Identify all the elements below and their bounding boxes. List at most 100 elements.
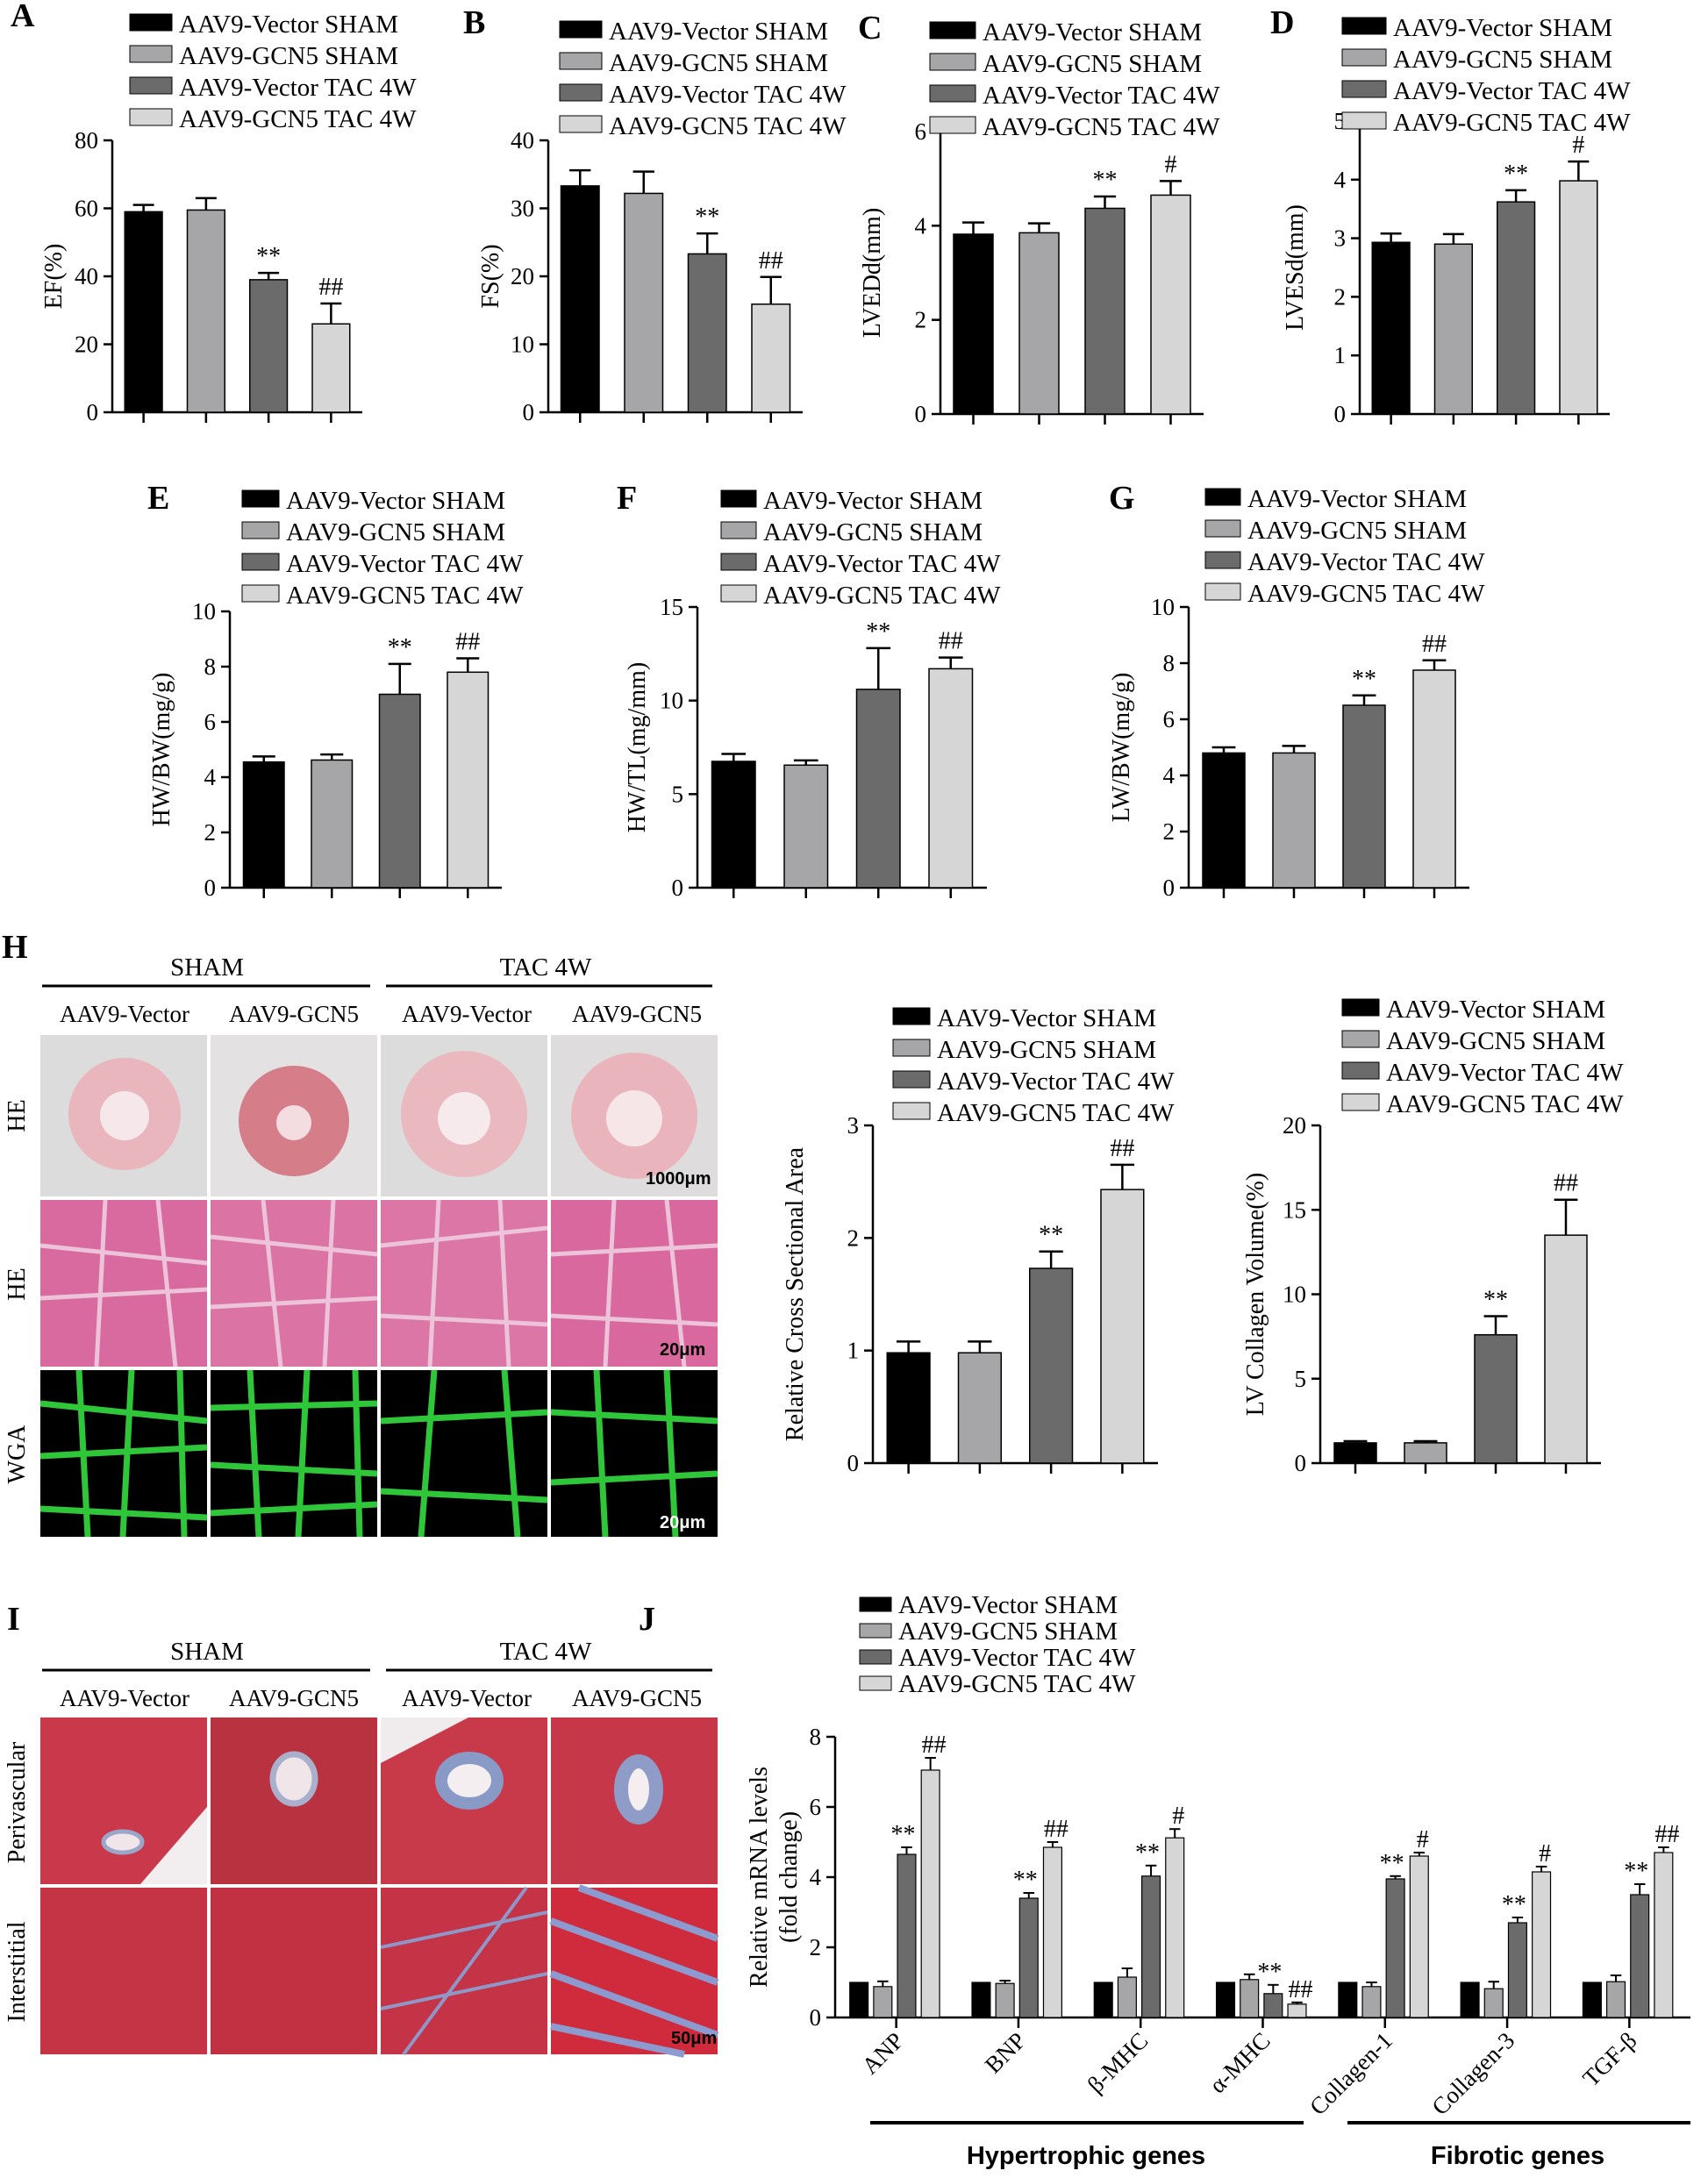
i-r2-c4-fibrosis <box>549 1884 719 2058</box>
bar-J-4-3 <box>1409 1855 1429 2018</box>
legend-swatch-J-2 <box>859 1649 892 1665</box>
x-tick-label-J-4: Collagen-1 <box>1304 2027 1397 2120</box>
h-r1-c1-lumen <box>100 1091 149 1140</box>
legend-label-B-0: AAV9-Vector SHAM <box>609 18 828 46</box>
legend-swatch-G-0 <box>1204 488 1241 506</box>
i-col-vector-2: AAV9-Vector <box>402 1685 532 1711</box>
legend-D: AAV9-Vector SHAM AAV9-GCN5 SHAM AAV9-Vecto… <box>1341 14 1631 137</box>
sig-label-F-3: ## <box>939 628 963 655</box>
legend-swatch-B-0 <box>559 20 603 39</box>
chart-J: 0 2 4 6 8 Relative mRNA levels (fold change) **… <box>746 1724 1690 2170</box>
bar-J-5-0 <box>1460 1982 1480 2018</box>
sig-label-D-2: ** <box>1504 161 1528 188</box>
bar-E-2 <box>378 693 421 889</box>
legend-swatch-E-1 <box>241 521 280 539</box>
bar-J-3-0 <box>1215 1982 1236 2018</box>
bar-H1-2 <box>1029 1268 1074 1464</box>
legend-label-C-3: AAV9-GCN5 TAC 4W <box>983 113 1220 141</box>
y-tick-label-G: 10 <box>1151 594 1175 620</box>
legend-swatch-G-2 <box>1204 551 1241 569</box>
y-tick-label-D: 4 <box>1334 167 1347 193</box>
bar-J-6-3 <box>1654 1852 1674 2018</box>
bar-J-0-1 <box>873 1986 893 2018</box>
legend-label-H1-3: AAV9-GCN5 TAC 4W <box>937 1099 1175 1127</box>
x-tick-label-J-6: TGF-β <box>1577 2027 1641 2091</box>
y-tick-label-H1: 3 <box>847 1112 860 1139</box>
y-tick-label-E: 8 <box>204 653 217 680</box>
x-tick-label-J-5: Collagen-3 <box>1426 2027 1519 2120</box>
i-r1-c3-vessel <box>435 1752 504 1810</box>
sig-label-J-g-2: # <box>1172 1803 1184 1830</box>
legend-swatch-J-1 <box>859 1623 892 1639</box>
legend-swatch-H1-0 <box>892 1007 931 1025</box>
h-row-2: 20μm <box>39 1199 718 1367</box>
legend-label-E-0: AAV9-Vector SHAM <box>286 487 505 515</box>
legend-label-G-2: AAV9-Vector TAC 4W <box>1247 548 1485 576</box>
y-tick-label-H1: 2 <box>847 1225 860 1251</box>
legend-label-B-3: AAV9-GCN5 TAC 4W <box>609 112 847 140</box>
legend-label-F-0: AAV9-Vector SHAM <box>763 487 983 515</box>
bar-J-2-0 <box>1093 1982 1113 2018</box>
y-tick-label-J: 2 <box>810 1934 822 1960</box>
bar-J-4-2 <box>1385 1878 1405 2018</box>
sig-label-E-3: ## <box>455 629 480 656</box>
legend-swatch-D-3 <box>1341 111 1387 130</box>
histology-panel-h: SHAM TAC 4W AAV9-Vector AAV9-GCN5 AAV9-V… <box>4 953 718 1538</box>
y-axis-label-C: LVEDd(mm) <box>859 208 886 338</box>
h-col-gcn5-1: AAV9-GCN5 <box>229 1001 359 1027</box>
x-tick-label-J-1: BNP <box>980 2027 1031 2078</box>
bar-F-3 <box>928 668 974 889</box>
h-row-label-2: HE <box>4 1268 31 1300</box>
sig-label-E-2: ** <box>388 634 412 661</box>
bar-J-6-2 <box>1630 1894 1650 2018</box>
i-r1-c4-vessel <box>614 1754 663 1825</box>
bar-J-3-2 <box>1263 1993 1283 2018</box>
legend-label-H1-0: AAV9-Vector SHAM <box>937 1004 1156 1032</box>
legend-swatch-J-0 <box>859 1596 892 1612</box>
y-tick-label-J: 6 <box>810 1794 822 1820</box>
legend-label-D-2: AAV9-Vector TAC 4W <box>1393 77 1631 105</box>
sig-label-J-v-4: ** <box>1380 1850 1404 1877</box>
y-tick-label-B: 10 <box>511 332 534 358</box>
h-r2-c4-micrograph <box>551 1200 718 1367</box>
i-r2-c2-micrograph <box>211 1888 377 2054</box>
sig-label-C-2: ** <box>1093 167 1118 194</box>
legend-label-A-0: AAV9-Vector SHAM <box>179 11 398 39</box>
legend-label-G-3: AAV9-GCN5 TAC 4W <box>1247 580 1485 608</box>
legend-swatch-H2-0 <box>1341 998 1380 1017</box>
legend-swatch-F-0 <box>720 489 757 508</box>
legend-label-E-2: AAV9-Vector TAC 4W <box>286 550 524 578</box>
legend-label-B-2: AAV9-Vector TAC 4W <box>609 81 847 109</box>
sig-label-J-v-5: ** <box>1502 1891 1526 1918</box>
i-row-label-2: Interstitial <box>4 1921 31 2022</box>
chart-C: 0 2 4 6 LVEDd(mm) ** # <box>859 118 1204 427</box>
y-tick-label-J: 4 <box>810 1864 822 1890</box>
legend-label-C-2: AAV9-Vector TAC 4W <box>983 82 1220 110</box>
panel-letter-i: I <box>7 1601 20 1638</box>
y-tick-label-G: 6 <box>1163 706 1176 732</box>
sig-label-J-v-0: ** <box>890 1821 915 1848</box>
legend-F: AAV9-Vector SHAM AAV9-GCN5 SHAM AAV9-Vecto… <box>720 487 1001 610</box>
h-r1-c3-lumen <box>438 1092 490 1145</box>
h-scale-bar-1: 1000μm <box>646 1169 711 1189</box>
legend-label-H2-1: AAV9-GCN5 SHAM <box>1386 1027 1605 1055</box>
y-tick-label-C: 4 <box>915 212 927 239</box>
bar-F-0 <box>711 761 756 889</box>
legend-swatch-H1-3 <box>892 1102 931 1120</box>
bar-J-5-2 <box>1507 1922 1527 2018</box>
bar-G-3 <box>1412 669 1456 889</box>
y-axis-label-J: Relative mRNA levels <box>746 1767 773 1988</box>
sig-label-J-v-2: ** <box>1135 1839 1160 1867</box>
legend-swatch-C-1 <box>929 53 976 71</box>
h-group-tac: TAC 4W <box>500 953 592 982</box>
h-scale-bar-3: 20μm <box>660 1513 705 1532</box>
legend-label-E-3: AAV9-GCN5 TAC 4W <box>286 582 524 610</box>
h-row-label-1: HE <box>4 1099 31 1132</box>
bar-J-4-0 <box>1338 1982 1358 2018</box>
bar-J-0-2 <box>897 1853 917 2018</box>
x-tick-label-J-0: ANP <box>856 2027 908 2079</box>
bar-B-1 <box>624 192 664 413</box>
chart-H1: 0 1 2 3 Relative Cross Sectional Area ** ## <box>782 1112 1158 1476</box>
legend-swatch-G-1 <box>1204 519 1241 538</box>
bar-G-2 <box>1342 704 1386 889</box>
